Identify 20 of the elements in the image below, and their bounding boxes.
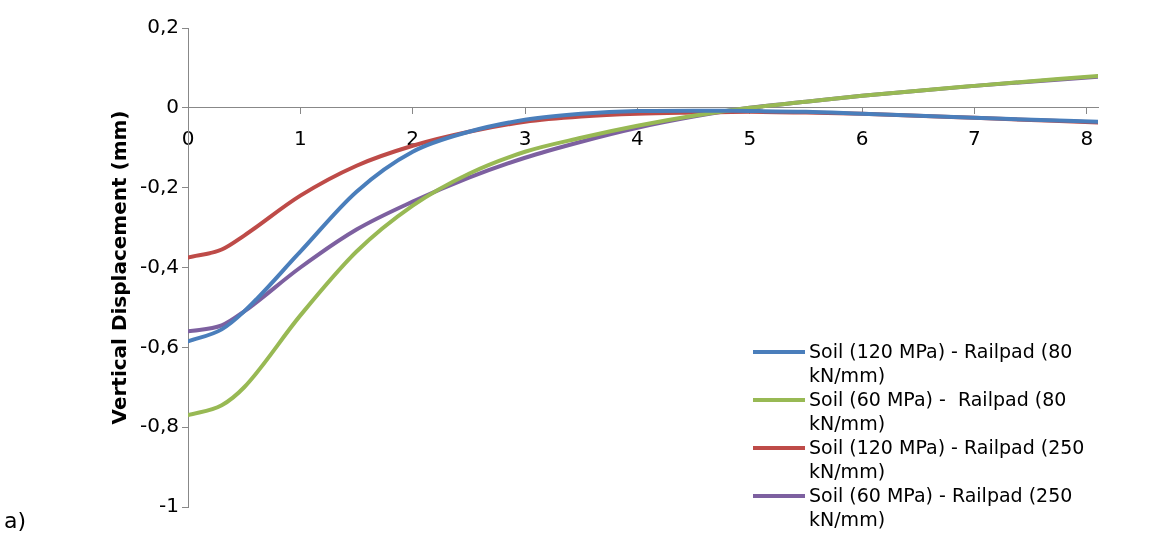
- legend-label: Soil (60 MPa) - Railpad (80 kN/mm): [809, 387, 1068, 435]
- y-tick-label: -0,6: [139, 333, 180, 358]
- x-tick-label: 1: [294, 126, 307, 151]
- y-axis-title: Vertical Displacement (mm): [107, 110, 132, 425]
- legend-label: Soil (120 MPa) - Railpad (250 kN/mm): [809, 435, 1086, 483]
- legend-label: Soil (120 MPa) - Railpad (80 kN/mm): [809, 339, 1074, 387]
- x-tick-label: 5: [743, 126, 757, 151]
- x-tick-label: 6: [855, 126, 869, 151]
- x-tick-label: 8: [1080, 126, 1094, 151]
- x-tick-label: 7: [968, 126, 981, 151]
- y-tick-label: -0,4: [139, 253, 180, 278]
- y-tick-label: -1: [159, 493, 180, 518]
- y-tick-label: 0,2: [147, 14, 180, 39]
- x-tick-label: 3: [518, 126, 532, 151]
- y-tick-label: -0,2: [139, 173, 180, 198]
- y-tick-label: -0,8: [139, 413, 180, 438]
- legend-label: Soil (60 MPa) - Railpad (250 kN/mm): [809, 483, 1074, 531]
- y-tick-label: 0: [166, 94, 180, 119]
- x-tick-label: 4: [631, 126, 644, 151]
- text: a): [4, 508, 27, 533]
